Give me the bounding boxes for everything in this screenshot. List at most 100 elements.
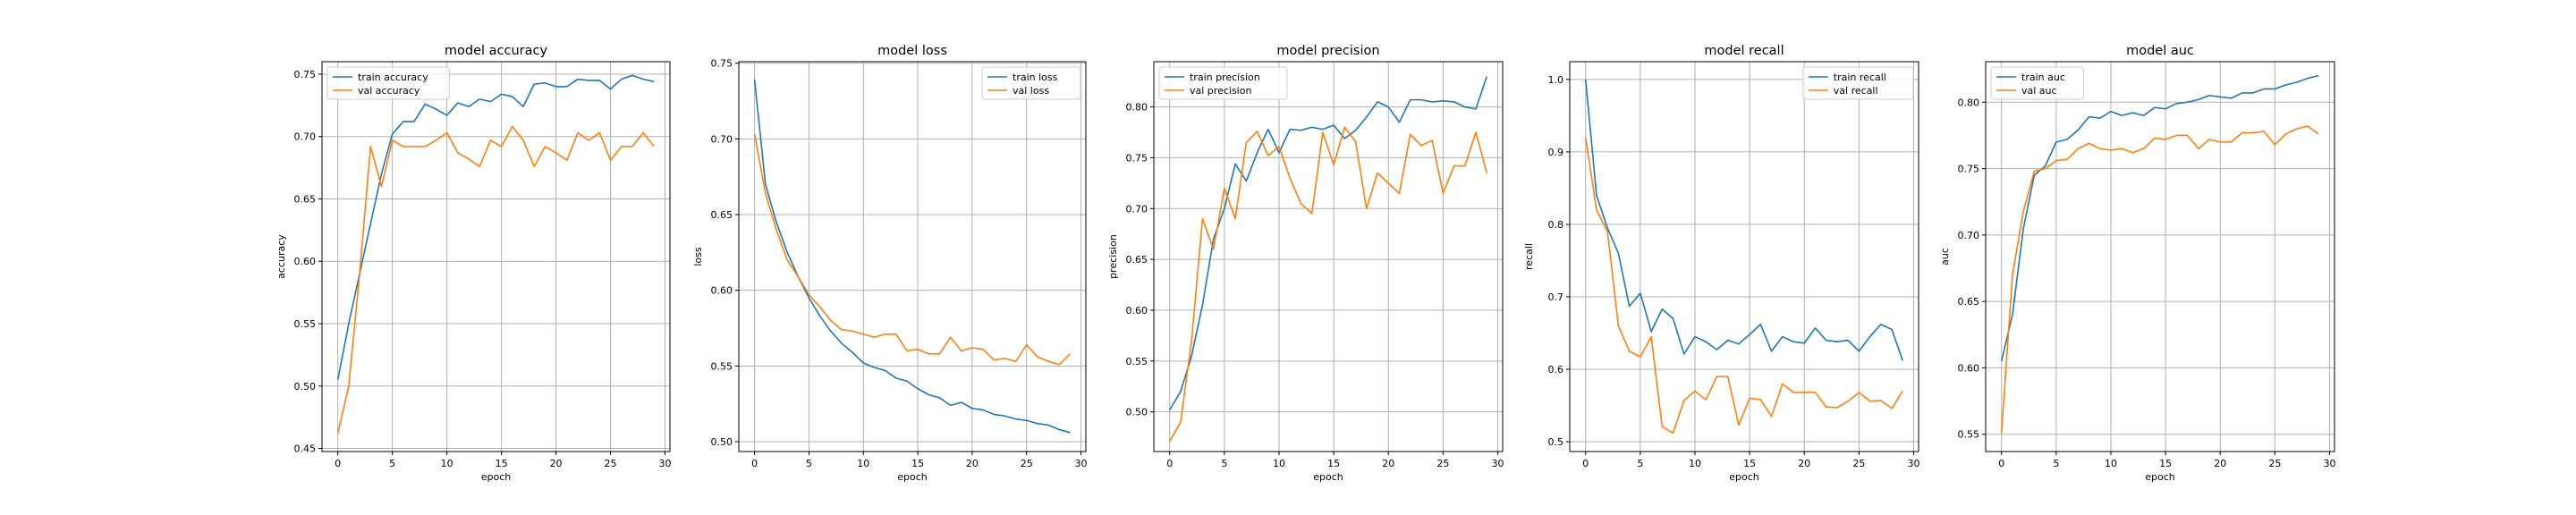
y-tick-label: 0.75 bbox=[711, 58, 733, 70]
x-tick-label: 20 bbox=[1382, 458, 1394, 469]
x-axis-label: epoch bbox=[2145, 471, 2175, 483]
legend-label: val precision bbox=[1190, 85, 1251, 97]
x-tick-label: 0 bbox=[751, 458, 758, 469]
x-tick-label: 15 bbox=[911, 458, 924, 469]
x-tick-label: 25 bbox=[605, 458, 617, 469]
x-axis-label: epoch bbox=[897, 471, 928, 483]
y-tick-label: 0.9 bbox=[1548, 147, 1564, 158]
x-tick-label: 10 bbox=[1273, 458, 1285, 469]
series-line-val-loss bbox=[753, 134, 1071, 366]
x-tick-label: 20 bbox=[2214, 458, 2226, 469]
x-tick-label: 25 bbox=[1436, 458, 1449, 469]
y-tick-label: 0.55 bbox=[1958, 429, 1980, 441]
x-tick-label: 0 bbox=[1582, 458, 1589, 469]
x-tick-label: 25 bbox=[1852, 458, 1865, 469]
plot-area bbox=[739, 62, 1086, 452]
y-axis-label: recall bbox=[1523, 243, 1535, 270]
x-tick-label: 30 bbox=[1075, 458, 1088, 469]
x-axis-label: epoch bbox=[1729, 471, 1759, 483]
y-tick-label: 0.60 bbox=[711, 285, 733, 297]
plot-area bbox=[1154, 62, 1503, 452]
x-tick-label: 5 bbox=[389, 458, 395, 469]
y-tick-label: 0.60 bbox=[294, 256, 317, 267]
legend-label: val auc bbox=[2021, 85, 2057, 97]
x-tick-label: 25 bbox=[2268, 458, 2281, 469]
y-tick-label: 0.50 bbox=[1126, 407, 1148, 418]
series-line-train-loss bbox=[753, 80, 1071, 434]
y-axis-label: accuracy bbox=[275, 234, 287, 279]
plot-area bbox=[1986, 62, 2334, 452]
legend: train accuracy val accuracy bbox=[326, 66, 450, 100]
x-axis-label: epoch bbox=[481, 471, 512, 483]
legend: train precision val precision bbox=[1158, 66, 1288, 100]
legend-box bbox=[1158, 66, 1288, 100]
chart-title: model loss bbox=[877, 44, 947, 58]
chart-title: model accuracy bbox=[445, 44, 548, 58]
x-tick-label: 10 bbox=[441, 458, 453, 469]
x-axis-label: epoch bbox=[1313, 471, 1343, 483]
series-line-train-auc bbox=[2000, 74, 2319, 362]
legend-label: val loss bbox=[1013, 85, 1049, 97]
x-tick-label: 25 bbox=[1021, 458, 1033, 469]
x-tick-label: 30 bbox=[1491, 458, 1504, 469]
y-tick-label: 0.55 bbox=[711, 360, 733, 372]
y-tick-label: 0.8 bbox=[1548, 219, 1564, 231]
legend-box bbox=[1802, 66, 1914, 100]
y-tick-label: 1.0 bbox=[1548, 74, 1564, 86]
legend-label: train loss bbox=[1013, 72, 1058, 83]
y-tick-label: 0.70 bbox=[294, 131, 317, 143]
plot-area bbox=[322, 62, 670, 452]
chart-title: model precision bbox=[1276, 44, 1379, 58]
series-line-val-accuracy bbox=[336, 125, 655, 434]
chart-panel-3: 0 5 10 15 20 25 30 0.50 0.55 0.60 0.65 0.70 0.75 0.80… bbox=[1107, 44, 1504, 483]
y-tick-label: 0.5 bbox=[1548, 436, 1564, 448]
x-tick-label: 30 bbox=[2323, 458, 2335, 469]
x-tick-label: 30 bbox=[659, 458, 672, 469]
y-axis-label: precision bbox=[1107, 234, 1119, 279]
y-tick-label: 0.70 bbox=[1958, 230, 1980, 241]
y-tick-label: 0.6 bbox=[1548, 364, 1564, 376]
chart-title: model auc bbox=[2126, 44, 2194, 58]
legend-label: train auc bbox=[2021, 72, 2065, 83]
legend-label: train precision bbox=[1190, 72, 1260, 83]
x-tick-label: 20 bbox=[966, 458, 979, 469]
y-tick-label: 0.70 bbox=[1126, 203, 1148, 215]
y-tick-label: 0.75 bbox=[294, 69, 317, 80]
axes-frame bbox=[321, 61, 671, 452]
x-tick-label: 15 bbox=[1327, 458, 1340, 469]
axes-frame bbox=[738, 61, 1087, 452]
axes-frame bbox=[1569, 61, 1919, 452]
y-tick-label: 0.80 bbox=[1126, 102, 1148, 114]
legend-label: train accuracy bbox=[358, 72, 428, 83]
y-tick-label: 0.7 bbox=[1548, 291, 1564, 303]
x-tick-label: 0 bbox=[335, 458, 341, 469]
y-tick-label: 0.50 bbox=[294, 381, 317, 393]
series-line-val-auc bbox=[2000, 125, 2319, 434]
y-tick-label: 0.60 bbox=[1126, 305, 1148, 317]
series-line-train-recall bbox=[1584, 79, 1904, 361]
x-tick-label: 5 bbox=[806, 458, 812, 469]
chart-panel-2: 0 5 10 15 20 25 30 0.50 0.55 0.60 0.65 0.70 0.75 mode… bbox=[692, 44, 1088, 483]
y-tick-label: 0.55 bbox=[1126, 356, 1148, 367]
legend-box bbox=[981, 66, 1081, 100]
axes-frame bbox=[1153, 61, 1504, 452]
y-tick-label: 0.75 bbox=[1126, 152, 1148, 164]
legend: train auc val auc bbox=[1990, 66, 2084, 100]
x-tick-label: 5 bbox=[2053, 458, 2059, 469]
y-axis-label: auc bbox=[1939, 248, 1951, 266]
x-tick-label: 5 bbox=[1637, 458, 1643, 469]
x-tick-label: 0 bbox=[1998, 458, 2004, 469]
x-tick-label: 15 bbox=[2159, 458, 2172, 469]
series-line-val-recall bbox=[1584, 137, 1903, 435]
x-tick-label: 15 bbox=[496, 458, 508, 469]
y-tick-label: 0.65 bbox=[294, 193, 317, 205]
y-tick-label: 0.80 bbox=[1958, 97, 1980, 108]
y-tick-label: 0.65 bbox=[1958, 296, 1980, 308]
legend-box bbox=[1990, 66, 2084, 100]
legend: train loss val loss bbox=[981, 66, 1081, 100]
y-axis-label: loss bbox=[692, 247, 704, 266]
legend-label: val accuracy bbox=[358, 85, 420, 97]
chart-panel-5: 0 5 10 15 20 25 30 0.55 0.60 0.65 0.70 0.75 0.80 mode… bbox=[1939, 44, 2335, 483]
y-tick-label: 0.50 bbox=[711, 436, 733, 448]
